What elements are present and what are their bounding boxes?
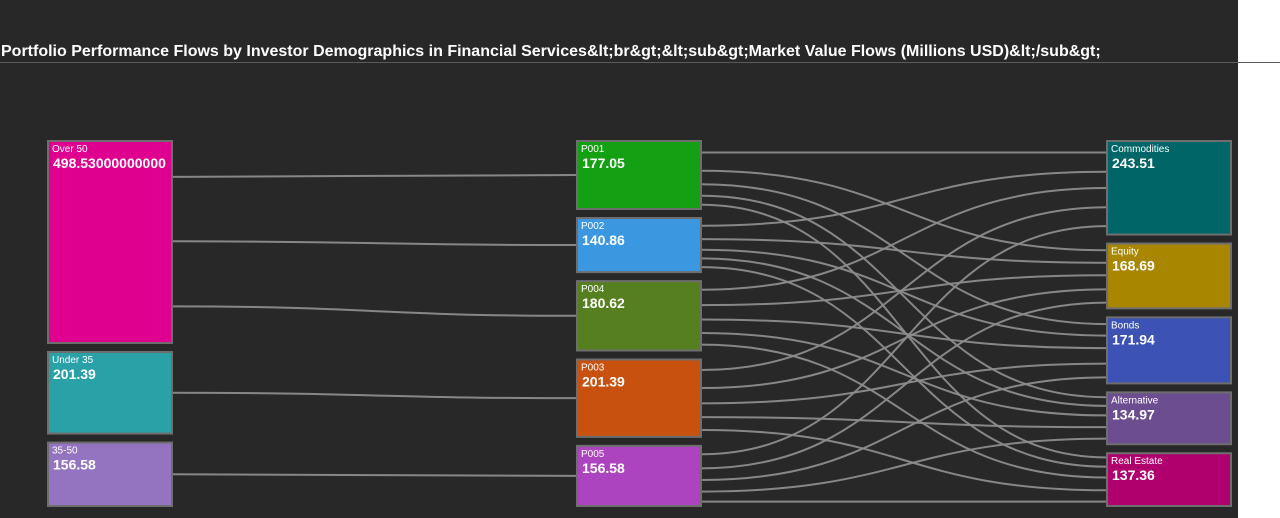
node-label-realestate: Real Estate bbox=[1111, 456, 1163, 467]
link-p005-to-bonds[interactable] bbox=[700, 376, 1108, 482]
link-over50-to-p004[interactable] bbox=[171, 305, 578, 317]
node-value-under35: 201.39 bbox=[53, 366, 96, 382]
node-bar-p001[interactable] bbox=[576, 140, 702, 211]
link-p002-to-commodities[interactable] bbox=[700, 170, 1108, 227]
link-p002-to-bonds[interactable] bbox=[700, 248, 1108, 337]
node-label-p005: P005 bbox=[581, 449, 605, 460]
node-bar-realestate[interactable] bbox=[1106, 452, 1232, 507]
node-value-over50: 498.53000000000 bbox=[53, 155, 166, 171]
link-age3550-to-p005[interactable] bbox=[171, 473, 578, 477]
link-p002-to-realestate[interactable] bbox=[700, 266, 1108, 468]
node-bar-p005[interactable] bbox=[576, 444, 702, 508]
links-layer bbox=[171, 151, 1108, 503]
node-value-p002: 140.86 bbox=[582, 232, 625, 248]
link-p001-to-bonds[interactable] bbox=[700, 183, 1108, 326]
node-label-p002: P002 bbox=[581, 221, 605, 232]
node-value-p005: 156.58 bbox=[582, 460, 625, 476]
link-over50-to-p001[interactable] bbox=[171, 174, 578, 178]
node-label-p004: P004 bbox=[581, 284, 605, 295]
title-bar: Portfolio Performance Flows by Investor … bbox=[0, 0, 1238, 63]
node-label-commodities: Commodities bbox=[1111, 144, 1169, 155]
link-p004-to-equity[interactable] bbox=[700, 274, 1108, 307]
link-p004-to-realestate[interactable] bbox=[700, 343, 1108, 479]
node-label-over50: Over 50 bbox=[52, 144, 88, 155]
node-bar-p004[interactable] bbox=[576, 280, 702, 352]
node-value-p001: 177.05 bbox=[582, 155, 625, 171]
node-label-p001: P001 bbox=[581, 144, 605, 155]
link-p001-to-alternative[interactable] bbox=[700, 194, 1108, 399]
link-p005-to-alternative[interactable] bbox=[700, 437, 1108, 493]
link-p002-to-equity[interactable] bbox=[700, 238, 1108, 264]
link-p005-to-equity[interactable] bbox=[700, 301, 1108, 470]
node-value-bonds: 171.94 bbox=[1112, 331, 1155, 347]
node-bar-equity[interactable] bbox=[1106, 242, 1232, 310]
node-bar-alternative[interactable] bbox=[1106, 391, 1232, 446]
link-p001-to-equity[interactable] bbox=[700, 169, 1108, 252]
chart-title: Portfolio Performance Flows by Investor … bbox=[1, 43, 1101, 60]
node-label-under35: Under 35 bbox=[52, 355, 94, 366]
link-over50-to-p002[interactable] bbox=[171, 240, 578, 247]
node-bar-age3550[interactable] bbox=[47, 441, 173, 508]
link-p004-to-alternative[interactable] bbox=[700, 331, 1108, 417]
node-label-alternative: Alternative bbox=[1111, 395, 1159, 406]
node-bar-p002[interactable] bbox=[576, 217, 702, 274]
node-bar-bonds[interactable] bbox=[1106, 316, 1232, 385]
node-label-age3550: 35-50 bbox=[52, 446, 78, 457]
node-bar-commodities[interactable] bbox=[1106, 140, 1232, 236]
node-label-p003: P003 bbox=[581, 362, 605, 373]
chart-panel: Portfolio Performance Flows by Investor … bbox=[0, 0, 1238, 518]
node-bar-under35[interactable] bbox=[47, 350, 173, 435]
node-value-alternative: 134.97 bbox=[1112, 406, 1155, 422]
node-value-realestate: 137.36 bbox=[1112, 467, 1155, 483]
node-label-equity: Equity bbox=[1111, 247, 1139, 258]
node-value-p003: 201.39 bbox=[582, 373, 625, 389]
link-under35-to-p003[interactable] bbox=[171, 391, 578, 400]
node-value-age3550: 156.58 bbox=[53, 457, 96, 473]
node-value-commodities: 243.51 bbox=[1112, 155, 1155, 171]
link-p003-to-commodities[interactable] bbox=[700, 206, 1108, 372]
link-p003-to-realestate[interactable] bbox=[700, 428, 1108, 492]
link-p002-to-alternative[interactable] bbox=[700, 257, 1108, 407]
node-bar-over50[interactable] bbox=[47, 140, 173, 344]
node-value-p004: 180.62 bbox=[582, 295, 625, 311]
node-bar-p003[interactable] bbox=[576, 358, 702, 438]
node-label-bonds: Bonds bbox=[1111, 320, 1139, 331]
link-p003-to-alternative[interactable] bbox=[700, 416, 1108, 429]
node-value-equity: 168.69 bbox=[1112, 258, 1155, 274]
title-divider bbox=[1238, 62, 1280, 63]
link-p003-to-bonds[interactable] bbox=[700, 362, 1108, 405]
link-p005-to-commodities[interactable] bbox=[700, 225, 1108, 456]
link-p004-to-commodities[interactable] bbox=[700, 187, 1108, 291]
link-p004-to-bonds[interactable] bbox=[700, 318, 1108, 350]
